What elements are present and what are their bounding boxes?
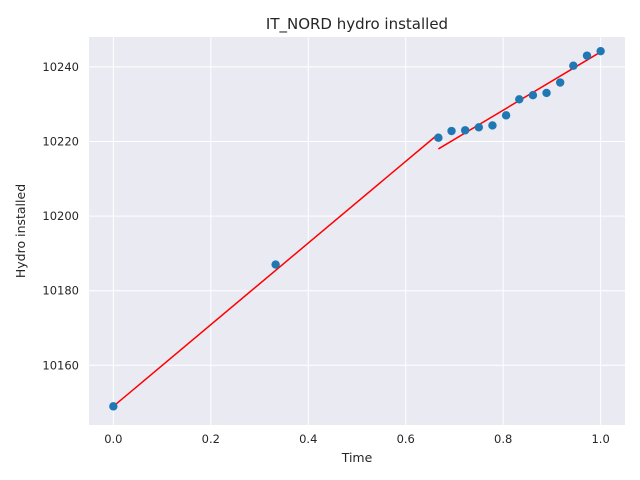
plot-background: [89, 37, 625, 425]
chart-title: IT_NORD hydro installed: [266, 15, 448, 34]
x-tick-label: 0.8: [494, 432, 512, 446]
fit-line-1: [112, 133, 439, 407]
data-point: [501, 111, 511, 120]
x-tick-label: 0.4: [299, 432, 317, 446]
grid: [89, 37, 625, 425]
data-point: [109, 402, 118, 411]
data-point: [569, 61, 578, 70]
y-axis-label: Hydro installed: [13, 184, 28, 278]
y-tick-label: 10240: [42, 60, 79, 74]
data-point: [582, 51, 592, 60]
y-tick-labels: 10160 10180 10200 10220 10240: [42, 60, 79, 372]
data-points: [109, 46, 605, 411]
y-tick-label: 10180: [42, 284, 79, 298]
x-tick-labels: 0.0 0.2 0.4 0.6 0.8 1.0: [104, 432, 610, 446]
x-axis-label: Time: [341, 450, 373, 465]
y-tick-label: 10220: [42, 134, 79, 148]
x-tick-label: 0.0: [104, 432, 122, 446]
data-point: [488, 121, 497, 130]
y-tick-label: 10160: [42, 358, 79, 372]
x-tick-label: 0.2: [202, 432, 220, 446]
y-tick-label: 10200: [42, 209, 79, 223]
data-point: [596, 46, 605, 56]
data-point: [271, 260, 280, 269]
data-point: [434, 133, 443, 142]
data-point: [515, 95, 524, 104]
data-point: [542, 88, 551, 98]
x-tick-label: 0.6: [397, 432, 415, 446]
data-point: [555, 78, 565, 87]
data-point: [474, 123, 484, 132]
data-point: [447, 126, 456, 136]
data-point: [528, 91, 538, 100]
x-tick-label: 1.0: [591, 432, 609, 446]
data-point: [460, 126, 470, 135]
